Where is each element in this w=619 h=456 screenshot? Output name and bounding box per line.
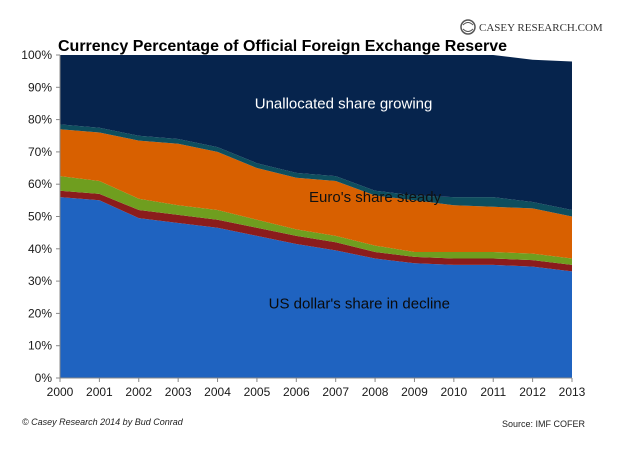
y-tick-label: 20% — [28, 306, 52, 320]
x-tick-label: 2005 — [244, 385, 271, 399]
y-tick-labels: 0% 10% 20% 30% 40% 50% 60% 70% 80% 90% 100% — [21, 48, 60, 385]
y-tick-label: 10% — [28, 339, 52, 353]
x-tick-labels: 2000 2001 2002 2003 2004 2005 2006 2007 2008 2009… — [47, 378, 586, 399]
brand-globe-icon — [460, 19, 476, 35]
x-tick-label: 2006 — [283, 385, 310, 399]
y-tick-label: 90% — [28, 80, 52, 94]
y-tick-label: 40% — [28, 242, 52, 256]
brand-globe-lines — [462, 22, 474, 32]
chart-title: Currency Percentage of Official Foreign … — [58, 38, 507, 55]
x-tick-label: 2010 — [440, 385, 467, 399]
y-tick-label: 60% — [28, 177, 52, 191]
area-series-1 — [60, 197, 572, 378]
x-tick-label: 2004 — [204, 385, 231, 399]
annotation-2: Euro's share steady — [309, 189, 442, 206]
area-series-3 — [60, 176, 572, 265]
source-text: Source: IMF COFER — [502, 419, 586, 429]
area-series-6 — [60, 55, 572, 210]
x-tick-label: 2012 — [519, 385, 546, 399]
annotation-3: US dollar's share in decline — [269, 296, 450, 313]
x-tick-label: 2007 — [322, 385, 349, 399]
chart-annotations: Unallocated share growing Euro's share st… — [255, 95, 450, 312]
x-tick-label: 2003 — [165, 385, 192, 399]
x-tick-label: 2000 — [47, 385, 74, 399]
y-tick-label: 50% — [28, 210, 52, 224]
credit-text: © Casey Research 2014 by Bud Conrad — [22, 417, 184, 427]
x-tick-label: 2002 — [125, 385, 152, 399]
x-tick-label: 2001 — [86, 385, 113, 399]
area-series-2 — [60, 190, 572, 272]
y-tick-label: 30% — [28, 274, 52, 288]
y-tick-label: 100% — [21, 48, 52, 62]
brand-name: CASEY RESEARCH.COM — [479, 22, 603, 34]
y-tick-label: 70% — [28, 145, 52, 159]
area-series-5 — [60, 124, 572, 217]
annotation-1: Unallocated share growing — [255, 95, 433, 112]
x-tick-label: 2011 — [480, 385, 506, 399]
y-tick-label: 80% — [28, 113, 52, 127]
area-series-4 — [60, 129, 572, 259]
y-tick-label: 0% — [35, 371, 53, 385]
plot-areas — [60, 55, 572, 378]
brand-logo: CASEY RESEARCH.COM — [460, 19, 603, 35]
x-tick-label: 2008 — [362, 385, 389, 399]
x-tick-label: 2009 — [401, 385, 428, 399]
x-tick-label: 2013 — [559, 385, 586, 399]
